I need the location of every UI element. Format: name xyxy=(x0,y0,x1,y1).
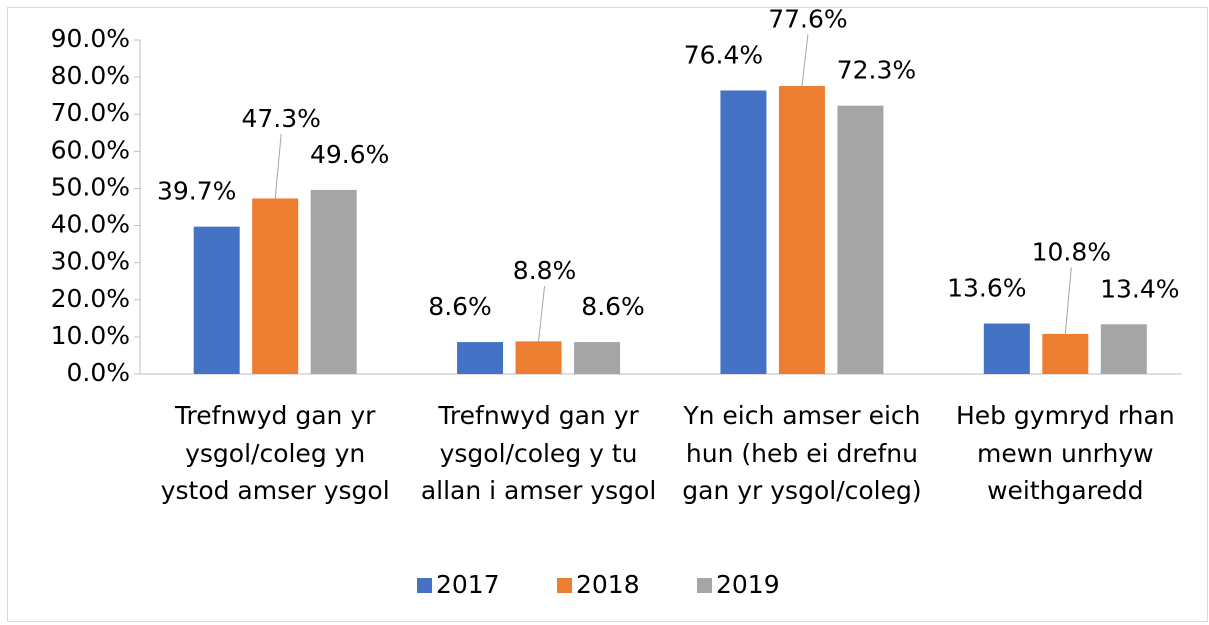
y-tick-label: 80.0% xyxy=(51,61,130,90)
bar xyxy=(837,105,884,374)
border xyxy=(7,7,1208,622)
x-tick-label: Trefnwyd gan yr ysgol/coleg yn ystod ams… xyxy=(160,401,390,505)
y-tick-label: 70.0% xyxy=(51,98,130,127)
bar xyxy=(515,341,562,374)
legend-swatch xyxy=(557,578,572,593)
x-tick-label: Trefnwyd gan yr ysgol/coleg y tu allan i… xyxy=(420,401,657,505)
bar xyxy=(310,189,357,374)
y-tick-label: 10.0% xyxy=(51,321,130,350)
data-label: 76.4% xyxy=(684,40,763,69)
legend-swatch xyxy=(697,578,712,593)
data-label: 47.3% xyxy=(241,104,320,133)
bar xyxy=(720,90,767,375)
legend-swatch xyxy=(417,578,432,593)
bar xyxy=(778,86,825,375)
data-label: 39.7% xyxy=(157,177,236,206)
leader-line xyxy=(274,133,282,199)
bar xyxy=(457,342,504,374)
y-tick-label: 30.0% xyxy=(51,247,130,276)
y-tick-label: 90.0% xyxy=(51,24,130,53)
data-label: 8.6% xyxy=(581,292,645,321)
leader-line xyxy=(538,286,546,342)
y-tick-label: 20.0% xyxy=(51,284,130,313)
y-tick-label: 50.0% xyxy=(51,172,130,201)
y-tick-label: 0.0% xyxy=(66,358,130,387)
data-label: 13.6% xyxy=(947,274,1026,303)
data-label: 72.3% xyxy=(837,56,916,85)
leader-line xyxy=(1064,267,1072,334)
x-tick-label: Yn eich amser eich hun (heb ei drefnu ga… xyxy=(682,401,922,505)
data-label: 77.6% xyxy=(768,4,847,33)
data-label: 13.4% xyxy=(1100,274,1179,303)
legend-label: 2019 xyxy=(716,570,780,599)
bar xyxy=(1100,324,1147,374)
leader-line xyxy=(801,34,809,87)
data-label: 8.8% xyxy=(513,256,577,285)
data-label: 8.6% xyxy=(428,292,492,321)
bar xyxy=(983,323,1030,374)
legend-label: 2018 xyxy=(576,570,640,599)
data-label: 49.6% xyxy=(310,140,389,169)
x-tick-label: Heb gymryd rhan mewn unrhyw weithgaredd xyxy=(955,401,1175,505)
y-tick-label: 60.0% xyxy=(51,135,130,164)
bar xyxy=(193,226,240,374)
bar xyxy=(252,198,299,374)
y-tick-label: 40.0% xyxy=(51,210,130,239)
bar xyxy=(1042,333,1089,374)
data-label: 10.8% xyxy=(1032,238,1111,267)
bar xyxy=(574,342,621,374)
legend-label: 2017 xyxy=(436,570,500,599)
